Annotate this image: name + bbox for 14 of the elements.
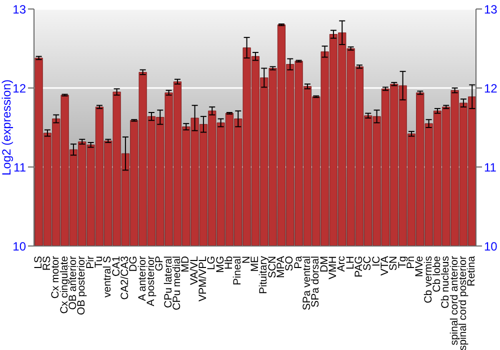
x-tick-label: Tg (396, 256, 408, 268)
y2-tick-label: 11 (484, 160, 497, 174)
x-tick-label: DG (128, 256, 140, 272)
x-tick-label: A posterior (145, 256, 157, 306)
x-tick-label: OB posterior (76, 256, 88, 315)
y-tick-label: 12 (12, 81, 26, 96)
y2-tick-label: 10 (484, 239, 498, 254)
y-tick-label: 11 (14, 160, 26, 174)
y-axis-title: Log2 (expression) (0, 79, 14, 176)
y2-tick-label: 12 (484, 81, 498, 96)
y-tick-label: 13 (12, 2, 26, 16)
y-tick-label: 10 (12, 239, 26, 254)
x-tick-label: RS (41, 256, 53, 271)
y2-tick-label: 13 (484, 2, 498, 16)
